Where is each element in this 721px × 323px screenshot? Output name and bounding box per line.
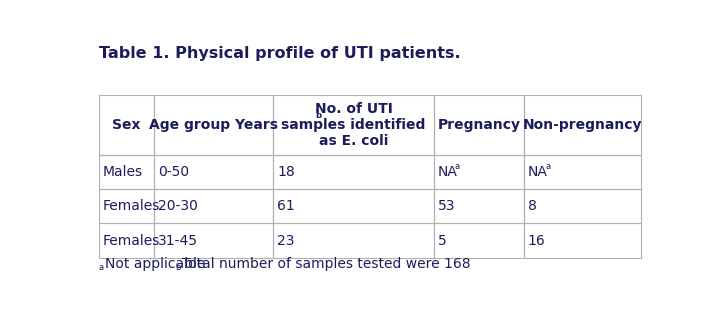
Bar	[154, 224, 273, 258]
Text: 61: 61	[278, 199, 295, 213]
Bar	[524, 155, 640, 189]
Bar	[433, 155, 524, 189]
Text: Non-pregnancy: Non-pregnancy	[523, 118, 642, 132]
Text: b: b	[316, 111, 322, 120]
Text: Females: Females	[102, 234, 160, 247]
Text: No. of UTI
samples identified
as E. coli: No. of UTI samples identified as E. coli	[281, 102, 425, 148]
Text: a: a	[545, 162, 550, 171]
Text: Not applicable: Not applicable	[105, 257, 205, 271]
Text: 0-50: 0-50	[158, 165, 189, 179]
Text: b: b	[176, 263, 181, 272]
Bar	[99, 155, 154, 189]
Bar	[273, 189, 433, 224]
Bar	[99, 224, 154, 258]
Bar	[524, 224, 640, 258]
Text: 5: 5	[438, 234, 446, 247]
Text: a: a	[455, 162, 460, 171]
Text: NA: NA	[528, 165, 548, 179]
Text: 23: 23	[278, 234, 295, 247]
Text: Sex: Sex	[112, 118, 141, 132]
Text: Pregnancy: Pregnancy	[438, 118, 521, 132]
Bar	[524, 95, 640, 155]
Bar	[99, 95, 154, 155]
Bar	[154, 95, 273, 155]
Text: 53: 53	[438, 199, 455, 213]
Bar	[273, 95, 433, 155]
Text: Females: Females	[102, 199, 160, 213]
Text: Total number of samples tested were 168: Total number of samples tested were 168	[182, 257, 470, 271]
Bar	[99, 189, 154, 224]
Text: NA: NA	[438, 165, 457, 179]
Bar	[433, 189, 524, 224]
Text: a: a	[99, 263, 104, 272]
Bar	[273, 155, 433, 189]
Text: 16: 16	[528, 234, 546, 247]
Bar	[433, 224, 524, 258]
Text: Males: Males	[102, 165, 143, 179]
Text: 20-30: 20-30	[158, 199, 198, 213]
Bar	[154, 189, 273, 224]
Text: 18: 18	[278, 165, 295, 179]
Text: Table 1. Physical profile of UTI patients.: Table 1. Physical profile of UTI patient…	[99, 46, 460, 61]
Bar	[154, 155, 273, 189]
Text: 31-45: 31-45	[158, 234, 198, 247]
Text: 8: 8	[528, 199, 536, 213]
Text: Age group Years: Age group Years	[149, 118, 278, 132]
Bar	[273, 224, 433, 258]
Bar	[524, 189, 640, 224]
Bar	[433, 95, 524, 155]
